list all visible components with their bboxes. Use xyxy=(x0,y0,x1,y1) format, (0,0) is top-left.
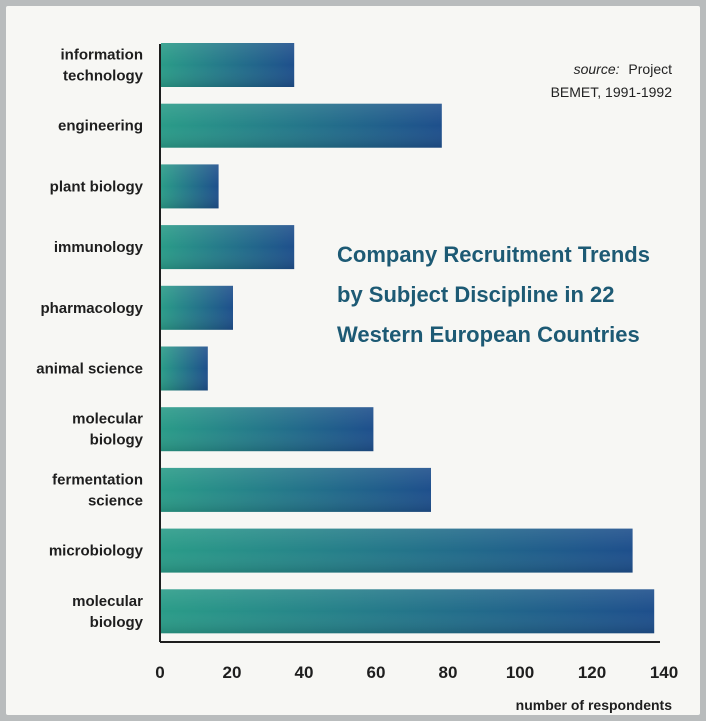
source-line-1: source: Project xyxy=(574,61,672,77)
bar-shading xyxy=(161,407,374,452)
bar-shading xyxy=(161,285,233,330)
bars-group xyxy=(161,43,655,634)
source-project: Project xyxy=(628,61,672,77)
source-prefix: source: xyxy=(574,61,620,77)
bar-shading xyxy=(161,164,219,209)
category-label-line: fermentation xyxy=(52,471,143,488)
bar-shading xyxy=(161,589,655,634)
category-label: animal science xyxy=(36,361,143,378)
bar-shading xyxy=(161,346,208,391)
x-tick-label: 100 xyxy=(506,663,534,682)
category-label: molecular biology xyxy=(72,593,144,631)
category-label: plant biology xyxy=(50,178,144,195)
category-labels: information technology engineering plant bi… xyxy=(36,47,143,631)
chart-title-line-1: Company Recruitment Trends xyxy=(337,242,650,267)
category-label-line: plant biology xyxy=(50,178,144,195)
category-label-line: information xyxy=(61,47,144,64)
x-tick-label: 0 xyxy=(155,663,164,682)
category-label-line: molecular xyxy=(72,593,143,610)
x-axis-title: number of respondents xyxy=(516,697,673,713)
x-tick-label: 40 xyxy=(295,663,314,682)
category-label-line: biology xyxy=(90,432,144,449)
source-line-2: BEMET, 1991-1992 xyxy=(551,84,673,100)
category-label-line: immunology xyxy=(54,239,144,256)
chart-title-line-2: by Subject Discipline in 22 xyxy=(337,282,615,307)
x-tick-label: 80 xyxy=(439,663,458,682)
category-label-line: technology xyxy=(63,68,144,85)
category-label: pharmacology xyxy=(40,300,143,317)
x-tick-label: 120 xyxy=(578,663,606,682)
category-label: immunology xyxy=(54,239,144,256)
category-label: microbiology xyxy=(49,543,144,560)
category-label-line: engineering xyxy=(58,118,143,135)
category-label-line: molecular xyxy=(72,411,143,428)
category-label-line: biology xyxy=(90,614,144,631)
bar-shading xyxy=(161,225,295,270)
chart-title-line-3: Western European Countries xyxy=(337,322,640,347)
category-label-line: science xyxy=(88,492,143,509)
bar-shading xyxy=(161,43,295,87)
category-label: information technology xyxy=(61,47,144,85)
category-label: molecular biology xyxy=(72,411,144,449)
category-label-line: animal science xyxy=(36,361,143,378)
x-tick-label: 20 xyxy=(223,663,242,682)
bar-shading xyxy=(161,103,442,148)
category-label: engineering xyxy=(58,118,143,135)
x-tick-label: 60 xyxy=(367,663,386,682)
bar-shading xyxy=(161,528,633,573)
bar-shading xyxy=(161,467,431,512)
category-label-line: microbiology xyxy=(49,543,144,560)
category-label: fermentation science xyxy=(52,471,143,509)
category-label-line: pharmacology xyxy=(40,300,143,317)
x-tick-label: 140 xyxy=(650,663,678,682)
x-axis-ticks: 0 20 40 60 80 100 120 140 xyxy=(155,663,678,682)
